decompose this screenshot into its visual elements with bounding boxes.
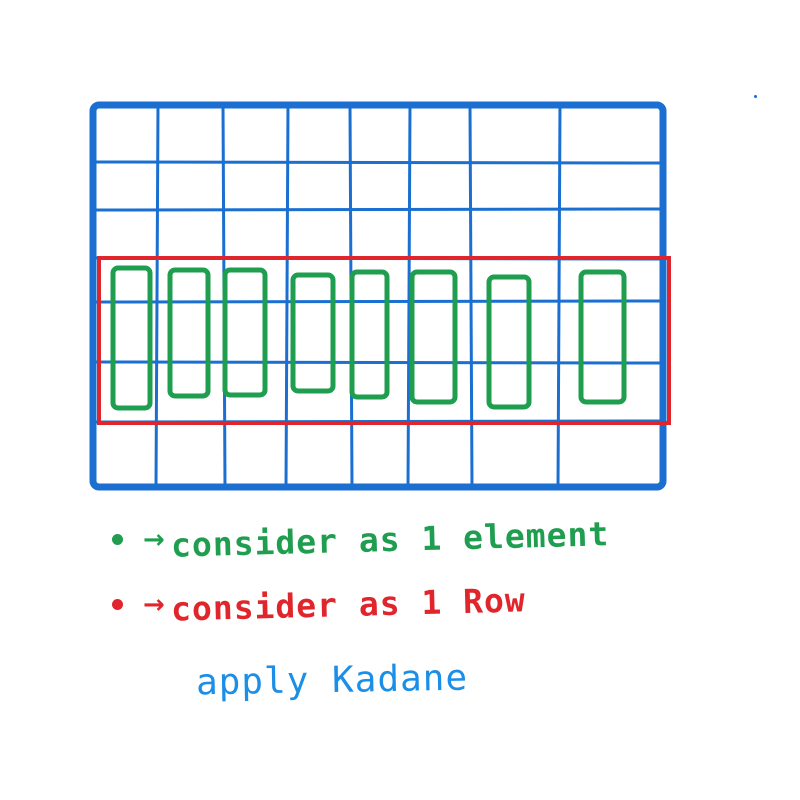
legend-text-row: consider as 1 Row (170, 580, 527, 629)
green-dot-icon (112, 534, 123, 545)
grid-lines (91, 103, 665, 489)
arrow-right-icon: → (143, 524, 165, 555)
stray-dot (754, 95, 757, 98)
grid-row-line (91, 360, 665, 365)
element-box (290, 272, 336, 394)
element-box (409, 269, 458, 405)
caption-text: apply Kadane (195, 657, 469, 704)
element-box (110, 265, 153, 411)
legend-item-element: → consider as 1 element (112, 514, 609, 565)
element-box (486, 274, 532, 410)
element-box (349, 269, 390, 400)
red-dot-icon (112, 599, 123, 610)
element-box (578, 269, 627, 405)
legend-text-element: consider as 1 element (170, 514, 610, 565)
grid-row-line (91, 207, 665, 212)
element-boxes (110, 265, 627, 411)
arrow-right-icon: → (143, 589, 165, 620)
legend-item-row: → consider as 1 Row (112, 580, 526, 629)
element-box (167, 267, 211, 399)
grid-row-line (91, 299, 665, 304)
grid-border (89, 101, 667, 491)
grid-row-line (91, 160, 665, 165)
row-highlight-box (97, 256, 671, 425)
element-box (222, 267, 268, 398)
